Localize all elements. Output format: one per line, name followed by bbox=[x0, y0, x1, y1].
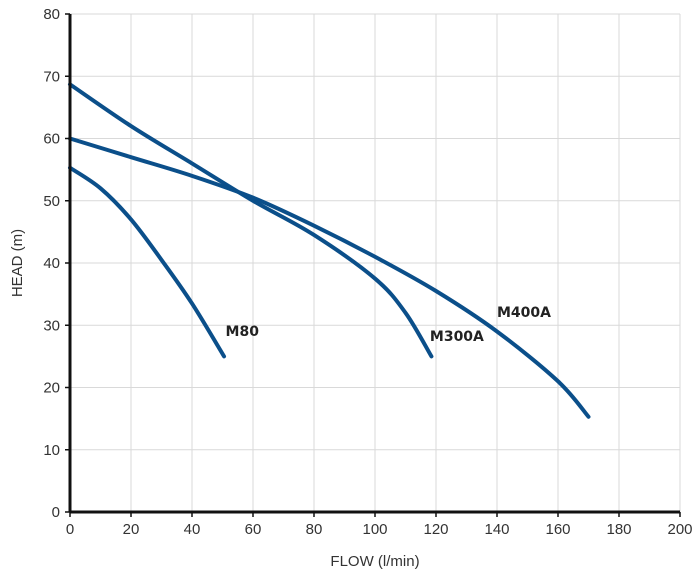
y-tick-label: 0 bbox=[52, 504, 60, 521]
y-tick-labels: 0 10 20 30 40 50 60 70 80 bbox=[43, 6, 60, 521]
y-tick-label: 60 bbox=[43, 131, 60, 148]
y-axis-title: HEAD (m) bbox=[9, 229, 26, 297]
y-tick-label: 30 bbox=[43, 317, 60, 334]
y-tick-label: 50 bbox=[43, 193, 60, 210]
x-tick-label: 100 bbox=[362, 521, 387, 538]
x-tick-label: 20 bbox=[123, 521, 140, 538]
x-tick-label: 200 bbox=[667, 521, 692, 538]
series-label-m400a: M400A bbox=[497, 305, 551, 321]
x-tick-label: 180 bbox=[606, 521, 631, 538]
x-tick-label: 80 bbox=[306, 521, 323, 538]
x-tick-label: 0 bbox=[66, 521, 74, 538]
x-axis-title: FLOW (l/min) bbox=[330, 553, 419, 570]
y-tick-label: 70 bbox=[43, 68, 60, 85]
series-label-m80: M80 bbox=[226, 324, 260, 340]
x-tick-label: 120 bbox=[423, 521, 448, 538]
x-tick-label: 140 bbox=[484, 521, 509, 538]
y-tick-label: 80 bbox=[43, 6, 60, 23]
series-curves bbox=[70, 84, 589, 416]
series-label-m300a: M300A bbox=[430, 329, 484, 345]
curve-m80 bbox=[70, 168, 224, 357]
x-tick-label: 40 bbox=[184, 521, 201, 538]
x-tick-label: 60 bbox=[245, 521, 262, 538]
y-tick-label: 20 bbox=[43, 380, 60, 397]
y-tick-label: 40 bbox=[43, 255, 60, 272]
y-tick-label: 10 bbox=[43, 442, 60, 459]
curve-m400a bbox=[70, 139, 589, 417]
curve-m300a bbox=[70, 84, 431, 356]
x-tick-labels: 0 20 40 60 80 100 120 140 160 180 200 bbox=[66, 521, 693, 538]
x-tick-label: 160 bbox=[545, 521, 570, 538]
